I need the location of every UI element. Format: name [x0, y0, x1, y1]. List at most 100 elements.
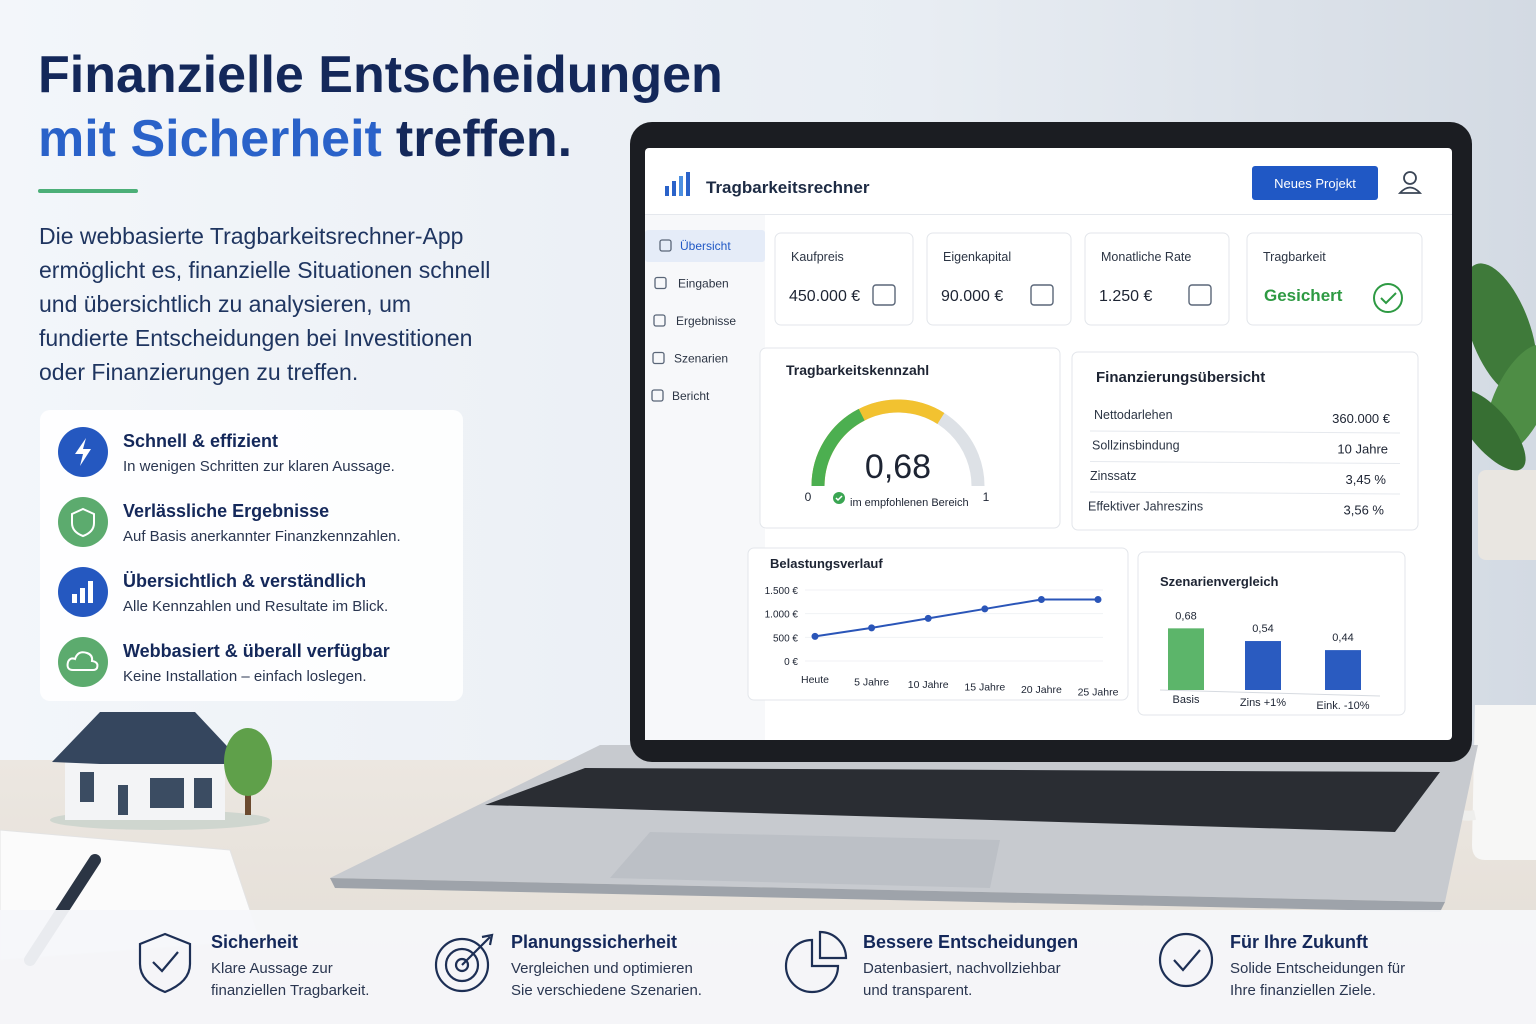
kpi-card — [1246, 232, 1423, 326]
description-line: und übersichtlich zu analysieren, um — [39, 291, 411, 317]
line-series — [814, 598, 1098, 638]
title-rest: treffen. — [396, 110, 572, 168]
chart-title: Belastungsverlauf — [770, 556, 883, 571]
gauge-note: im empfohlenen Bereich — [850, 497, 969, 509]
x-tick-label: 25 Jahre — [1078, 687, 1119, 699]
kpi-value: 450.000 € — [789, 288, 860, 305]
feature-icon — [58, 497, 108, 547]
chart-title: Tragbarkeitskennzahl — [786, 362, 929, 378]
footer-icons — [138, 930, 1214, 994]
charts: Tragbarkeitskennzahl 0,68 0 1 im empfohlenen… — [747, 347, 1406, 716]
title-line-2: mit Sicherheit treffen. — [38, 110, 572, 168]
kpi-card — [1084, 232, 1230, 326]
x-tick-label: 10 Jahre — [908, 679, 949, 691]
nav-item: Eingaben — [678, 277, 729, 291]
kpi-icon — [872, 284, 896, 306]
nav-icon — [651, 389, 664, 402]
nav-item: Ergebnisse — [676, 314, 736, 328]
footer-text: Klare Aussage zur — [211, 960, 333, 977]
bar-value-label: 0,68 — [1175, 610, 1196, 622]
summary-label: Effektiver Jahreszins — [1088, 500, 1203, 514]
app-header-border — [645, 214, 1452, 215]
footer-text: Sie verschiedene Szenarien. — [511, 982, 702, 999]
feature-glyph — [72, 581, 93, 603]
feature-text: In wenigen Schritten zur klaren Aussage. — [123, 458, 395, 475]
y-tick-label: 500 € — [773, 633, 798, 644]
user-icon[interactable] — [1397, 171, 1423, 194]
footer-text: Vergleichen und optimieren — [511, 960, 693, 977]
bar — [1245, 641, 1281, 690]
title-line-1: Finanzielle Entscheidungen — [38, 46, 723, 104]
kpi-value: 90.000 € — [941, 288, 1003, 305]
footer-text: Solide Entscheidungen für — [1230, 960, 1405, 977]
footer-text: Ihre finanziellen Ziele. — [1230, 982, 1376, 999]
accent-line — [38, 189, 138, 193]
app-name: Tragbarkeitsrechner — [706, 178, 870, 197]
kpi-icon — [1030, 284, 1054, 306]
summary-value: 10 Jahre — [1337, 442, 1388, 457]
feature-text: Keine Installation – einfach loslegen. — [123, 668, 367, 685]
feature-glyph — [66, 651, 99, 671]
footer-title: Sicherheit — [211, 932, 298, 952]
logo — [665, 172, 690, 196]
plant — [1454, 263, 1536, 560]
x-tick-label: Basis — [1173, 694, 1200, 706]
description-line: ermöglicht es, finanzielle Situationen s… — [39, 257, 490, 283]
summary-label: Sollzinsbindung — [1092, 439, 1180, 453]
nav-icon — [659, 239, 672, 252]
summary-divider — [1089, 491, 1401, 495]
description-line: oder Finanzierungen zu treffen. — [39, 359, 358, 385]
footer-text: Datenbasiert, nachvollziehbar — [863, 960, 1061, 977]
summary-divider — [1089, 430, 1401, 434]
description: Die webbasierte Tragbarkeitsrechner-App e… — [39, 223, 490, 385]
x-tick-label: 20 Jahre — [1021, 684, 1062, 696]
bar-value-label: 0,44 — [1332, 632, 1353, 644]
gauge-tick-label: 1 — [983, 490, 990, 504]
feature-title: Übersichtlich & verständlich — [123, 571, 366, 591]
nav-icon — [652, 351, 665, 365]
footer-text: finanziellen Tragbarkeit. — [211, 982, 369, 999]
y-tick-label: 1.000 € — [765, 610, 799, 621]
chart-card — [747, 547, 1129, 701]
x-tick-label: 15 Jahre — [964, 682, 1005, 694]
summary-card — [1071, 351, 1419, 531]
feature-text: Alle Kennzahlen und Resultate im Blick. — [123, 598, 388, 615]
line-point — [981, 605, 989, 613]
nav-icon — [653, 314, 666, 327]
note-check — [835, 495, 843, 502]
x-tick-label: Heute — [801, 674, 829, 686]
kpi-check — [1380, 292, 1397, 305]
kpi-label: Kaufpreis — [791, 250, 844, 264]
kpi-label: Tragbarkeit — [1263, 250, 1326, 264]
laptop-base — [330, 745, 1478, 912]
kpi-label: Eigenkapital — [943, 250, 1011, 264]
feature-glyph — [75, 438, 91, 466]
new-project-label[interactable]: Neues Projekt — [1274, 176, 1356, 191]
feature-text: Auf Basis anerkannter Finanzkennzahlen. — [123, 528, 401, 545]
y-tick-label: 0 € — [784, 657, 798, 668]
kpi-label: Monatliche Rate — [1101, 250, 1191, 264]
x-tick-label: Zins +1% — [1240, 697, 1286, 709]
feature-title: Verlässliche Ergebnisse — [123, 501, 329, 521]
nav-icon — [654, 276, 667, 290]
title-highlight: mit Sicherheit — [38, 110, 382, 168]
sidebar — [645, 215, 765, 740]
new-project-button[interactable] — [1252, 166, 1378, 200]
nav-active — [645, 230, 765, 262]
gauge-value-label: 0,68 — [865, 448, 931, 486]
bar — [1168, 628, 1204, 690]
kpi-value: 1.250 € — [1099, 288, 1152, 305]
house-illustration — [50, 712, 272, 830]
feature-list: Schnell & effizient In wenigen Schritten … — [58, 427, 401, 687]
summary-value: 3,45 % — [1346, 472, 1387, 487]
summary-label: Zinssatz — [1090, 469, 1137, 483]
feature-glyph — [71, 507, 95, 538]
line-point — [1037, 595, 1045, 603]
nav-item: Übersicht — [680, 239, 731, 253]
summary-value: 3,56 % — [1344, 503, 1385, 518]
kpi-card — [926, 232, 1072, 326]
footer-text: und transparent. — [863, 982, 972, 999]
footer-strip — [0, 910, 1536, 1024]
